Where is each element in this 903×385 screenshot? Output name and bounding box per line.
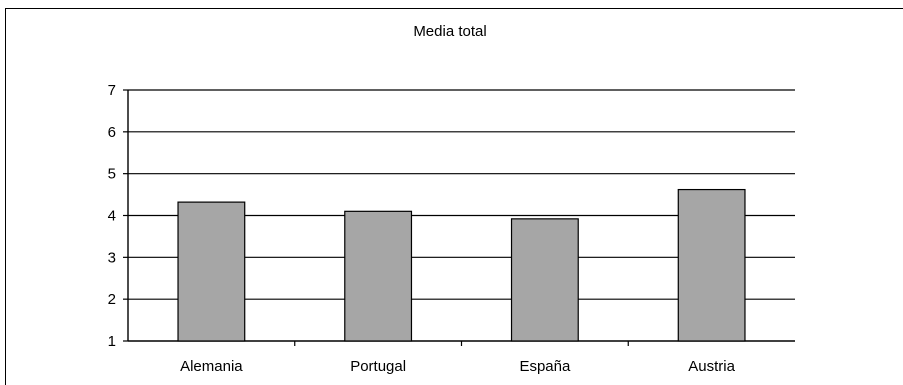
y-tick-label: 6 xyxy=(108,124,116,141)
bars xyxy=(177,188,746,342)
y-tick-label: 4 xyxy=(108,208,116,225)
chart-title: Media total xyxy=(413,23,486,40)
x-category-label: Portugal xyxy=(350,358,406,375)
x-category-labels: Alemania Portugal España Austria xyxy=(180,358,736,375)
y-tick-label: 1 xyxy=(108,333,116,350)
y-tick-label: 5 xyxy=(108,166,116,183)
y-tick-labels: 1 2 3 4 5 6 7 xyxy=(108,82,116,350)
chart-frame xyxy=(5,8,903,385)
x-category-label: Austria xyxy=(688,358,735,375)
bar-austria xyxy=(677,188,746,342)
x-category-label: Alemania xyxy=(180,358,243,375)
y-tick-label: 3 xyxy=(108,249,116,266)
bar-alemania xyxy=(177,201,246,342)
bar-españa xyxy=(510,218,579,342)
x-category-label: España xyxy=(519,358,571,375)
bar-portugal xyxy=(344,210,413,342)
y-tick-label: 2 xyxy=(108,291,116,308)
y-tick-label: 7 xyxy=(108,82,116,99)
